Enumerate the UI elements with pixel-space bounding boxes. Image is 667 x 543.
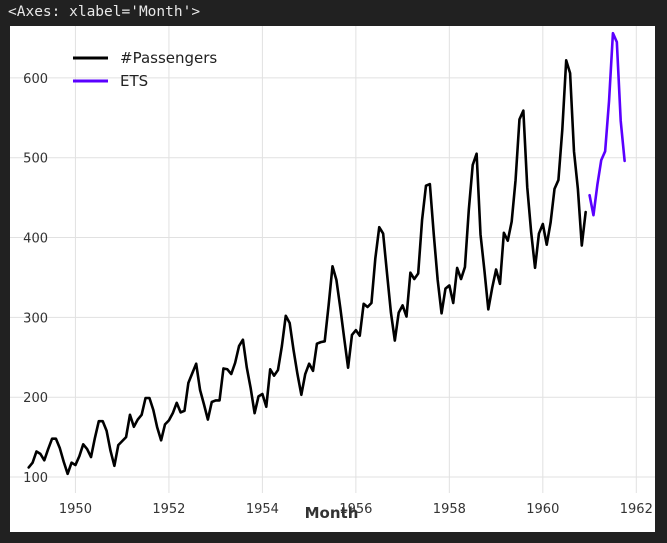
y-tick-label: 500: [23, 152, 48, 167]
series-line-passengers: [27, 59, 587, 476]
x-tick-label: 1954: [246, 502, 279, 517]
y-tick-label: 200: [23, 391, 48, 406]
x-tick-label: 1952: [152, 502, 185, 517]
legend-label-passengers: #Passengers: [120, 49, 217, 67]
x-tick-label: 1960: [526, 502, 559, 517]
x-tick-label: 1950: [59, 502, 92, 517]
x-tick-label: 1962: [620, 502, 653, 517]
y-tick-label: 400: [23, 232, 48, 247]
y-tick-labels: 100 200 300 400 500 600: [23, 72, 48, 486]
line-chart: 1950 1952 1954 1956 1958 1960 1962 100 200 300 40…: [10, 26, 655, 522]
series-lines: [27, 31, 626, 476]
legend-label-ets: ETS: [120, 72, 148, 90]
y-tick-label: 100: [23, 471, 48, 486]
chart-figure: 1950 1952 1954 1956 1958 1960 1962 100 200 300 40…: [10, 26, 655, 532]
legend: #Passengers ETS: [73, 49, 217, 90]
x-axis-label: Month: [305, 504, 359, 522]
output-repr-text: <Axes: xlabel='Month'>: [8, 4, 201, 20]
y-tick-label: 300: [23, 311, 48, 326]
series-line-ets: [588, 31, 626, 217]
x-tick-labels: 1950 1952 1954 1956 1958 1960 1962: [59, 502, 653, 517]
x-tick-label: 1956: [339, 502, 372, 517]
grid-lines: [10, 26, 655, 493]
y-tick-label: 600: [23, 72, 48, 87]
x-tick-label: 1958: [433, 502, 466, 517]
